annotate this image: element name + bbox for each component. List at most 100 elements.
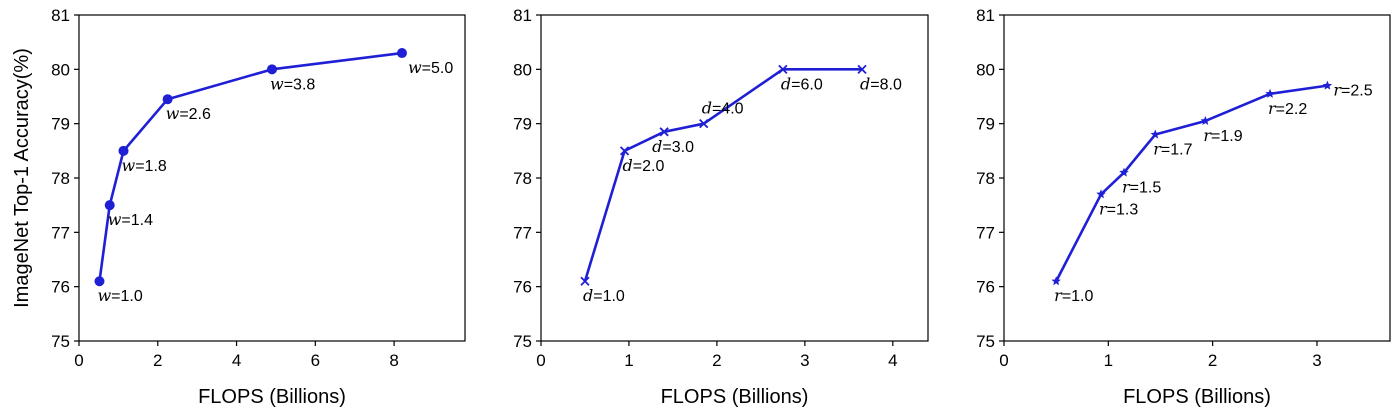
point-label: d=3.0	[652, 137, 694, 156]
y-tick-label: 78	[976, 169, 995, 188]
x-axis-label: FLOPS (Billions)	[661, 386, 809, 408]
y-tick-label: 80	[513, 60, 532, 79]
x-tick-label: 2	[153, 351, 162, 370]
point-label-var: r	[1333, 81, 1342, 100]
point-label-var: r	[1122, 178, 1131, 197]
point-label-value: 2.6	[189, 106, 211, 123]
series-line	[98, 51, 403, 282]
point-label-value: 1.0	[121, 288, 143, 305]
point-label-var: w	[108, 210, 122, 229]
point-label-equals: =	[633, 158, 642, 175]
point-label-equals: =	[1161, 142, 1170, 159]
point-label-value: 5.0	[431, 60, 453, 77]
data-point	[104, 200, 115, 211]
point-label-equals: =	[662, 139, 671, 156]
x-tick-label: 4	[232, 351, 241, 370]
x-tick-label: 3	[800, 351, 809, 370]
x-tick-label: 8	[389, 351, 398, 370]
point-label-equals: =	[712, 101, 721, 118]
point-label-value: 3.8	[293, 76, 315, 93]
x-tick-label: 1	[624, 351, 633, 370]
point-label-value: 2.5	[1350, 83, 1372, 100]
point-label-equals: =	[791, 76, 800, 93]
y-tick-label: 81	[976, 6, 995, 25]
data-point	[778, 64, 788, 74]
point-label-var: w	[270, 74, 284, 93]
point-label-value: 1.3	[1116, 201, 1138, 218]
point-label-var: d	[623, 156, 633, 175]
y-tick-label: 75	[51, 332, 70, 351]
x-tick-label: 0	[536, 351, 545, 370]
y-tick-label: 77	[51, 223, 70, 242]
point-label-var: r	[1203, 126, 1212, 145]
data-point	[162, 94, 173, 105]
data-point	[118, 145, 129, 156]
data-point	[396, 48, 407, 59]
point-label-value: 1.5	[1139, 180, 1161, 197]
y-tick-label: 77	[976, 223, 995, 242]
data-point	[1200, 115, 1211, 125]
y-tick-label: 80	[51, 60, 70, 79]
x-tick-label: 2	[712, 351, 721, 370]
y-tick-label: 76	[976, 278, 995, 297]
point-label-equals: =	[1130, 180, 1139, 197]
point-label-var: r	[1153, 140, 1162, 159]
point-label-var: w	[408, 58, 422, 77]
x-tick-label: 2	[1208, 351, 1217, 370]
point-label-equals: =	[135, 158, 144, 175]
point-label: w=1.8	[122, 156, 167, 175]
point-label-value: 2.2	[1285, 101, 1307, 118]
y-tick-label: 80	[976, 60, 995, 79]
y-tick-label: 81	[513, 6, 532, 25]
point-label-value: 1.0	[1071, 288, 1093, 305]
point-label: w=3.8	[270, 74, 315, 93]
y-axis-label: ImageNet Top-1 Accuracy(%)	[11, 48, 33, 308]
point-label-equals: =	[1341, 83, 1350, 100]
point-label-value: 1.7	[1170, 142, 1192, 159]
point-label-var: r	[1268, 99, 1277, 118]
y-tick-label: 79	[513, 115, 532, 134]
point-label: d=2.0	[623, 156, 665, 175]
data-point	[1119, 167, 1129, 177]
y-tick-label: 78	[51, 169, 70, 188]
data-point	[619, 146, 630, 156]
point-label: r=1.7	[1153, 140, 1192, 159]
y-tick-label: 79	[51, 115, 70, 134]
x-axis-label: FLOPS (Billions)	[198, 386, 346, 408]
point-label-equals: =	[1107, 201, 1116, 218]
point-label-var: r	[1099, 199, 1108, 218]
point-label-equals: =	[111, 288, 120, 305]
point-label-equals: =	[422, 60, 431, 77]
data-point	[1096, 189, 1106, 199]
y-tick-label: 77	[513, 223, 532, 242]
x-tick-label: 3	[1312, 351, 1321, 370]
point-label: w=2.6	[166, 104, 211, 123]
y-tick-label: 76	[513, 278, 532, 297]
x-tick-label: 1	[1104, 351, 1113, 370]
point-label: r=1.5	[1122, 178, 1161, 197]
data-point	[1150, 129, 1161, 139]
point-label-equals: =	[593, 288, 602, 305]
point-label-value: 4.0	[721, 101, 743, 118]
point-label: d=8.0	[860, 74, 902, 93]
point-label: w=1.0	[97, 286, 142, 305]
point-label-var: w	[122, 156, 136, 175]
point-label-value: 8.0	[880, 76, 902, 93]
y-tick-label: 79	[976, 115, 995, 134]
point-label-value: 1.4	[131, 212, 153, 229]
point-label-value: 1.9	[1220, 128, 1242, 145]
x-tick-label: 4	[888, 351, 897, 370]
data-point	[1322, 80, 1333, 90]
point-label-var: w	[166, 104, 180, 123]
x-tick-label: 0	[999, 351, 1008, 370]
y-tick-label: 75	[976, 332, 995, 351]
point-label-value: 2.0	[642, 158, 664, 175]
point-label-equals: =	[1062, 288, 1071, 305]
y-tick-label: 76	[51, 278, 70, 297]
point-label: d=6.0	[781, 74, 823, 93]
y-tick-label: 75	[513, 332, 532, 351]
series-line	[583, 68, 863, 282]
